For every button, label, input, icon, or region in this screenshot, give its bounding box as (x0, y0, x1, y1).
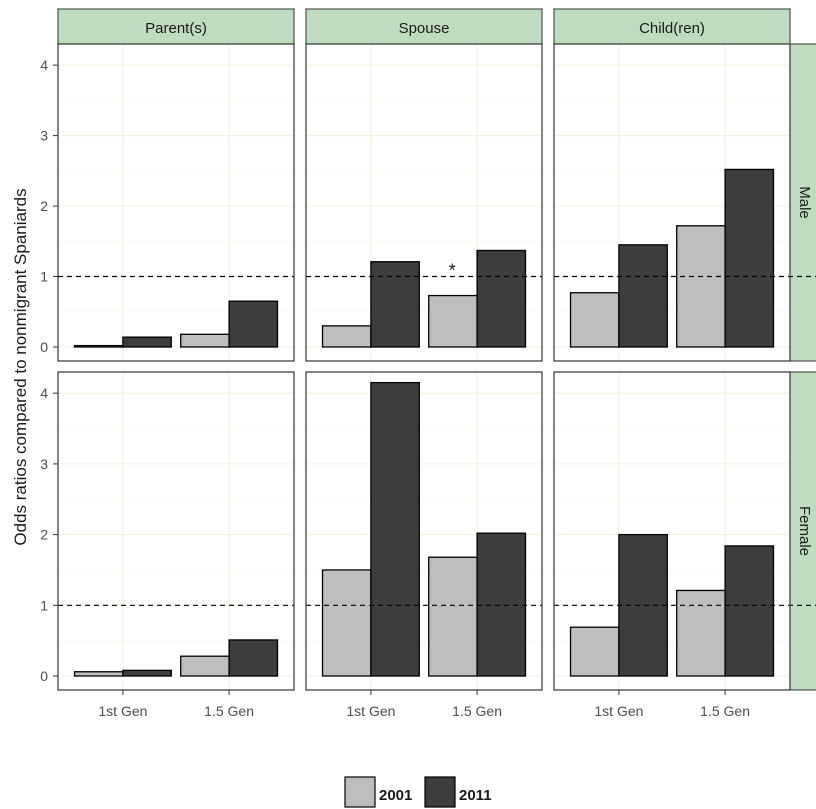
bar-2011-15gen (476, 532, 527, 677)
y-tick-label: 4 (40, 57, 48, 73)
bar-2011-1stgen (122, 336, 172, 348)
panel-border (305, 371, 543, 691)
bar-2001-15gen (428, 294, 478, 348)
strip-label: Spouse (399, 20, 450, 37)
bar-2011-1stgen (370, 261, 420, 348)
y-tick-label: 3 (40, 456, 48, 472)
strip-label: Child(ren) (639, 20, 705, 37)
panel-background (58, 372, 294, 690)
y-tick-label: 0 (40, 668, 48, 684)
y-tick-label: 1 (40, 269, 48, 285)
y-tick-label: 2 (40, 527, 48, 543)
panel-border (57, 43, 295, 362)
strip-label: Female (796, 506, 813, 556)
panel-border (553, 43, 791, 362)
bar-2001-15gen (676, 589, 726, 677)
bar-2011-1stgen (618, 244, 668, 348)
legend-label-2001: 2001 (379, 787, 412, 804)
legend-label-2011: 2011 (459, 787, 492, 804)
strip-children (553, 8, 791, 45)
bar-2001-15gen (676, 225, 726, 348)
bar-2001-15gen (180, 333, 230, 348)
legend-key-2001 (344, 776, 376, 808)
bar-2011-15gen (228, 639, 279, 677)
strip-spouse (305, 8, 543, 45)
bar-2011-15gen (724, 545, 775, 677)
strip-parents (57, 8, 295, 45)
y-axis-title: Odds ratios compared to nonmigrant Spani… (11, 188, 30, 545)
bar-2011-1stgen (122, 669, 172, 677)
bar-2001-1stgen (569, 292, 620, 348)
bar-2001-15gen (180, 655, 230, 677)
bar-2001-15gen (428, 556, 478, 677)
bar-2001-1stgen (73, 344, 124, 348)
x-tick-label: 1st Gen (594, 703, 643, 719)
strip-label: Male (796, 186, 813, 219)
bar-2001-1stgen (73, 671, 124, 677)
bar-2011-1stgen (370, 381, 420, 677)
bar-2011-15gen (476, 249, 527, 348)
y-tick-label: 3 (40, 128, 48, 144)
x-tick-label: 1.5 Gen (452, 703, 502, 719)
x-tick-label: 1.5 Gen (700, 703, 750, 719)
bar-2001-1stgen (321, 569, 372, 677)
strip-label: Parent(s) (145, 20, 207, 37)
y-tick-label: 0 (40, 339, 48, 355)
panel-border (305, 43, 543, 362)
bar-2001-1stgen (321, 325, 372, 348)
x-tick-label: 1st Gen (346, 703, 395, 719)
bar-2011-15gen (724, 168, 775, 348)
bar-2011-15gen (228, 300, 279, 348)
y-tick-label: 1 (40, 597, 48, 613)
y-tick-label: 4 (40, 385, 48, 401)
x-tick-label: 1st Gen (98, 703, 147, 719)
panel-border (57, 371, 295, 691)
panel-border (553, 371, 791, 691)
legend-key-2011 (424, 776, 456, 808)
strip-male (789, 43, 816, 362)
x-tick-label: 1.5 Gen (204, 703, 254, 719)
significance-annotation: * (449, 261, 456, 281)
bar-2001-1stgen (569, 626, 620, 677)
y-tick-label: 2 (40, 198, 48, 214)
